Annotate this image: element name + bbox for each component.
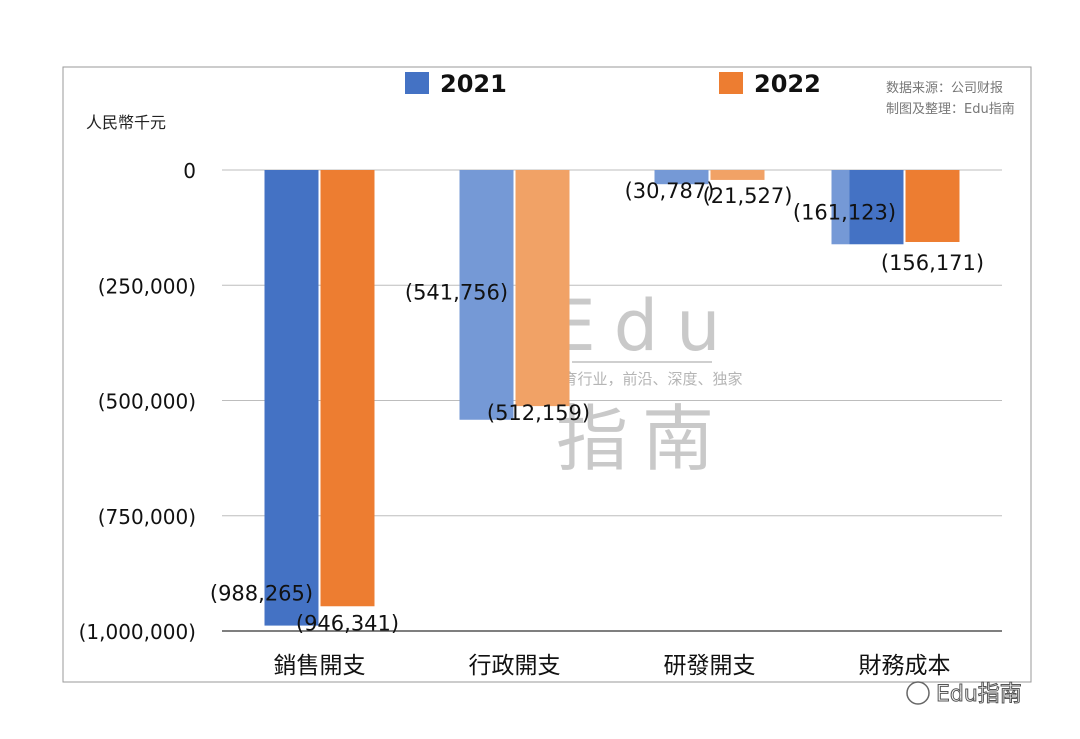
legend-swatch-2021 bbox=[405, 72, 429, 94]
category-label: 研發開支 bbox=[664, 653, 756, 679]
data-label-2021-0: (988,265) bbox=[210, 582, 313, 606]
bars: (988,265) (946,341) (541,756) (512,159) (30,… bbox=[210, 170, 984, 635]
source-note-line1: 数据来源：公司财报 bbox=[886, 81, 1003, 96]
data-label-2022-1: (512,159) bbox=[487, 401, 590, 425]
watermark: Edu 教育行业，前沿、深度、独家 指南 bbox=[547, 285, 742, 481]
bar-2021-2 bbox=[654, 170, 709, 185]
bar-2022-2 bbox=[710, 170, 765, 180]
bar-2022-1 bbox=[515, 170, 570, 407]
x-axis-categories: 銷售開支 行政開支 研發開支 財務成本 bbox=[274, 653, 951, 679]
legend-label-2021: 2021 bbox=[440, 70, 507, 98]
category-label: 行政開支 bbox=[469, 653, 561, 679]
data-label-2022-2: (21,527) bbox=[703, 184, 793, 208]
bar-2021-1 bbox=[459, 170, 514, 420]
category-label: 財務成本 bbox=[859, 653, 951, 679]
y-axis-ticks: 0 (250,000) (500,000) (750,000) (1,000,000) bbox=[79, 159, 196, 644]
data-label-2021-1: (541,756) bbox=[405, 281, 508, 305]
watermark-top: Edu bbox=[551, 285, 738, 367]
bar-shadow bbox=[831, 170, 850, 245]
y-tick-label: (750,000) bbox=[98, 505, 196, 529]
watermark-bottom: 指南 bbox=[556, 397, 728, 481]
wechat-icon bbox=[906, 681, 930, 705]
data-label-2022-0: (946,341) bbox=[296, 611, 399, 635]
source-note-line2: 制图及整理：Edu指南 bbox=[886, 101, 1015, 117]
data-label-2021-2: (30,787) bbox=[625, 179, 715, 203]
data-label-2021-3: (161,123) bbox=[793, 200, 896, 224]
bar-2022-0 bbox=[320, 170, 375, 607]
y-axis-unit-label: 人民幣千元 bbox=[86, 113, 166, 132]
wechat-tag-label: Edu指南 bbox=[936, 682, 1022, 707]
y-tick-label: (500,000) bbox=[98, 390, 196, 414]
y-tick-label: (1,000,000) bbox=[79, 620, 196, 644]
bar-2021-0 bbox=[264, 170, 319, 626]
watermark-middle: 教育行业，前沿、深度、独家 bbox=[547, 370, 742, 388]
legend-label-2022: 2022 bbox=[754, 70, 821, 98]
legend-swatch-2022 bbox=[719, 72, 743, 94]
y-tick-label: (250,000) bbox=[98, 274, 196, 298]
wechat-tag: Edu指南 bbox=[906, 681, 1022, 708]
bar-2021-3 bbox=[849, 170, 904, 245]
category-label: 銷售開支 bbox=[274, 653, 366, 679]
legend: 2021 2022 bbox=[405, 70, 821, 98]
bar-2022-3 bbox=[905, 170, 960, 242]
y-tick-label: 0 bbox=[183, 159, 196, 183]
data-label-2022-3: (156,171) bbox=[881, 251, 984, 275]
